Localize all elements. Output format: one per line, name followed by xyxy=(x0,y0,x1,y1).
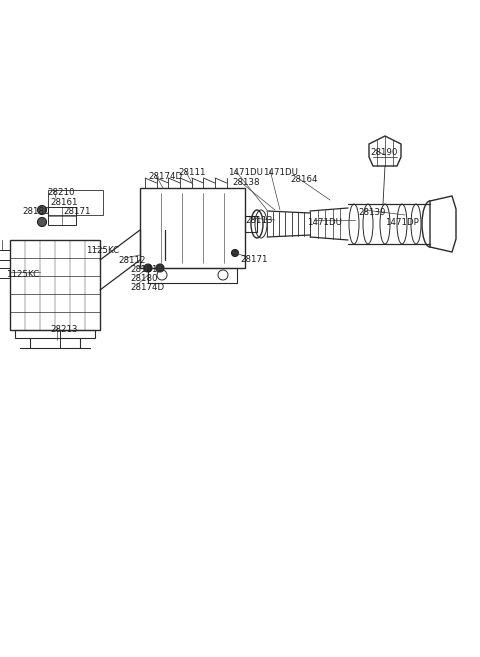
Text: 28190: 28190 xyxy=(370,148,397,157)
Text: 28113: 28113 xyxy=(245,216,273,225)
Polygon shape xyxy=(369,136,401,166)
Text: 1471DP: 1471DP xyxy=(385,218,419,227)
Text: 28171: 28171 xyxy=(63,207,91,216)
Bar xyxy=(15,330,95,338)
Circle shape xyxy=(37,206,47,214)
Text: 28174D: 28174D xyxy=(148,172,182,181)
Circle shape xyxy=(37,217,47,227)
Text: 28180: 28180 xyxy=(130,274,157,283)
Text: 28174D: 28174D xyxy=(130,283,164,292)
Text: 1471DU: 1471DU xyxy=(307,218,342,227)
Text: 1125KC: 1125KC xyxy=(6,270,39,279)
Bar xyxy=(140,188,245,268)
Text: 28138: 28138 xyxy=(232,178,260,187)
Circle shape xyxy=(231,250,239,256)
Bar xyxy=(0,250,10,260)
Text: 28111: 28111 xyxy=(178,168,205,177)
Text: 28180: 28180 xyxy=(22,207,49,216)
Text: 28210: 28210 xyxy=(47,188,74,197)
Text: 28112: 28112 xyxy=(118,256,145,265)
Text: 1471DU: 1471DU xyxy=(263,168,298,177)
Text: 28161: 28161 xyxy=(50,198,77,207)
Text: 28171: 28171 xyxy=(240,255,267,264)
Bar xyxy=(245,216,257,232)
Bar xyxy=(48,190,103,215)
Polygon shape xyxy=(430,196,456,252)
Bar xyxy=(48,207,76,225)
Bar xyxy=(10,240,100,330)
Bar xyxy=(148,268,237,283)
Text: 28181: 28181 xyxy=(130,265,157,274)
Text: 28139: 28139 xyxy=(358,208,385,217)
Text: 1471DU: 1471DU xyxy=(228,168,263,177)
Text: 28213: 28213 xyxy=(50,325,77,334)
Circle shape xyxy=(144,264,152,272)
Text: 1125KC: 1125KC xyxy=(86,246,119,255)
Text: 28164: 28164 xyxy=(290,175,317,184)
Circle shape xyxy=(156,264,164,272)
Bar xyxy=(0,268,10,278)
